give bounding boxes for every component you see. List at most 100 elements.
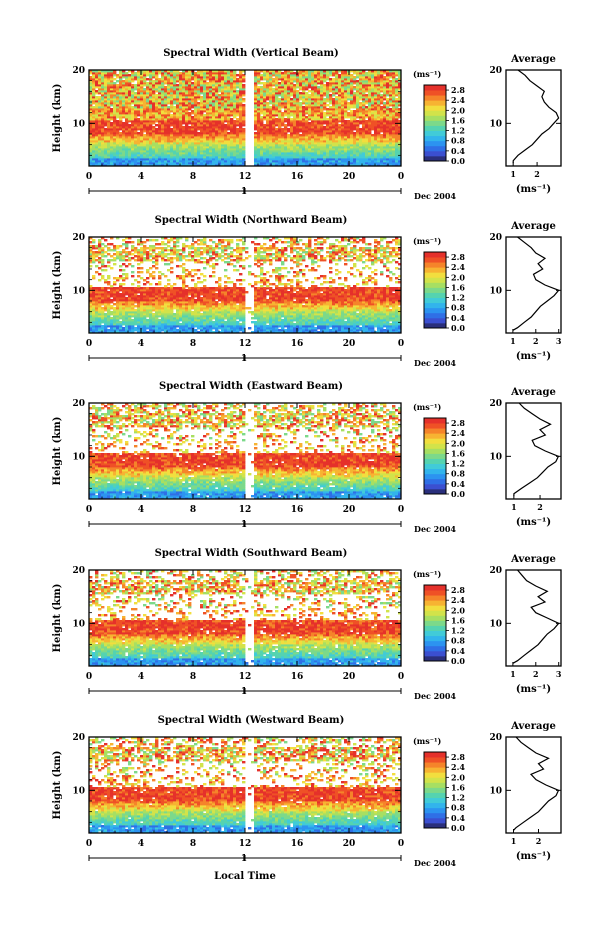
heatmap-cell: [365, 94, 368, 96]
heatmap-cell: [254, 132, 257, 134]
profile-x-tick-label: 1: [510, 169, 516, 179]
heatmap-cell: [332, 98, 335, 100]
heatmap-cell: [242, 98, 245, 100]
heatmap-cell: [155, 124, 158, 126]
panel-1: Spectral Width (Vertical Beam)0 4 8 12 16 20 0…: [52, 48, 561, 201]
heatmap-cell: [155, 128, 158, 130]
heatmap-cell: [200, 96, 203, 98]
heatmap-cell: [356, 120, 359, 122]
heatmap-cell: [155, 94, 158, 96]
figure: Spectral Width (Vertical Beam)0 4 8 12 16 20 0…: [0, 0, 616, 929]
heatmap-cell: [92, 251, 95, 253]
heatmap-cell: [137, 118, 140, 120]
heatmap-cell: [359, 102, 362, 104]
heatmap-cell: [146, 82, 149, 84]
colorbar-swatch: [424, 120, 446, 125]
heatmap-cell: [353, 86, 356, 88]
heatmap-cell: [284, 118, 287, 120]
heatmap-cell: [146, 78, 149, 80]
heatmap-cell: [167, 106, 170, 108]
heatmap-cell: [305, 92, 308, 94]
heatmap-cell: [95, 265, 98, 267]
heatmap-cell: [188, 126, 191, 128]
colorbar-swatch: [424, 110, 446, 115]
heatmap-cell: [236, 90, 239, 92]
heatmap-cell: [110, 122, 113, 124]
panel-title: Spectral Width (Northward Beam): [155, 215, 348, 226]
heatmap-cell: [275, 118, 278, 120]
heatmap-cell: [383, 102, 386, 104]
heatmap-cell: [95, 96, 98, 98]
heatmap-cell: [380, 94, 383, 96]
heatmap-cell: [257, 86, 260, 88]
x-tick-label: 16: [291, 172, 304, 182]
heatmap-cell: [110, 108, 113, 110]
heatmap-cell: [260, 116, 263, 118]
colorbar-swatch: [424, 105, 446, 110]
heatmap-cell: [152, 80, 155, 82]
heatmap-cell: [134, 72, 137, 74]
heatmap-cell: [95, 271, 98, 273]
x-tick-label: 12: [239, 172, 252, 182]
heatmap-cell: [122, 122, 125, 124]
heatmap-cell: [113, 82, 116, 84]
heatmap-cell: [338, 124, 341, 126]
heatmap-cell: [158, 78, 161, 80]
heatmap-cell: [164, 86, 167, 88]
heatmap-cell: [95, 259, 98, 261]
heatmap-cell: [128, 124, 131, 126]
heatmap-cell: [173, 106, 176, 108]
heatmap-cell: [365, 72, 368, 74]
heatmap-cell: [323, 84, 326, 86]
heatmap-cell: [191, 116, 194, 118]
heatmap-cell: [281, 72, 284, 74]
heatmap-cell: [104, 128, 107, 130]
y-axis-label: Height (km): [52, 84, 63, 153]
heatmap-cell: [113, 78, 116, 80]
profile-y-tick-label: 20: [489, 66, 502, 76]
colorbar-tick-label: 2.4: [451, 95, 465, 105]
heatmap-cell: [260, 74, 263, 76]
heatmap-cell: [98, 287, 101, 289]
heatmap-cell: [182, 126, 185, 128]
heatmap-cell: [134, 84, 137, 86]
profile-x-label: (ms⁻¹): [516, 184, 551, 195]
colorbar-swatch: [424, 146, 446, 151]
heatmap-cell: [224, 124, 227, 126]
heatmap-cell: [272, 88, 275, 90]
heatmap-cell: [101, 259, 104, 261]
colorbar-tick-label: 1.2: [451, 126, 465, 136]
month-label: Dec 2004: [414, 191, 456, 201]
heatmap-cells: [89, 70, 401, 166]
heatmap-cell: [287, 134, 290, 136]
heatmap-cell: [98, 279, 101, 281]
heatmap-cell: [347, 102, 350, 104]
heatmap-cell: [236, 118, 239, 120]
heatmap-cell: [170, 128, 173, 130]
heatmap-cell: [116, 74, 119, 76]
heatmap-cell: [296, 90, 299, 92]
heatmap-cell: [206, 82, 209, 84]
heatmap-cell: [134, 92, 137, 94]
heatmap-cell: [242, 104, 245, 106]
colorbar-swatch: [424, 85, 446, 90]
heatmap-cell: [218, 94, 221, 96]
panel-title: Spectral Width (Vertical Beam): [163, 48, 339, 59]
heatmap-cell: [332, 78, 335, 80]
heatmap-cell: [287, 128, 290, 130]
heatmap-cell: [131, 106, 134, 108]
heatmap-cell: [122, 80, 125, 82]
heatmap-cell: [290, 118, 293, 120]
profile-frame: [506, 70, 561, 166]
heatmap-cell: [101, 307, 104, 309]
heatmap-cell: [197, 102, 200, 104]
heatmap-cell: [197, 132, 200, 134]
heatmap-cell: [176, 84, 179, 86]
x-tick-label: 20: [343, 172, 356, 182]
heatmap-cell: [347, 120, 350, 122]
heatmap-cell: [359, 128, 362, 130]
colorbar-tick-label: 2.8: [451, 85, 465, 95]
colorbar-tick-label: 0.0: [451, 156, 465, 166]
heatmap-cell: [350, 110, 353, 112]
heatmap-cell: [308, 122, 311, 124]
